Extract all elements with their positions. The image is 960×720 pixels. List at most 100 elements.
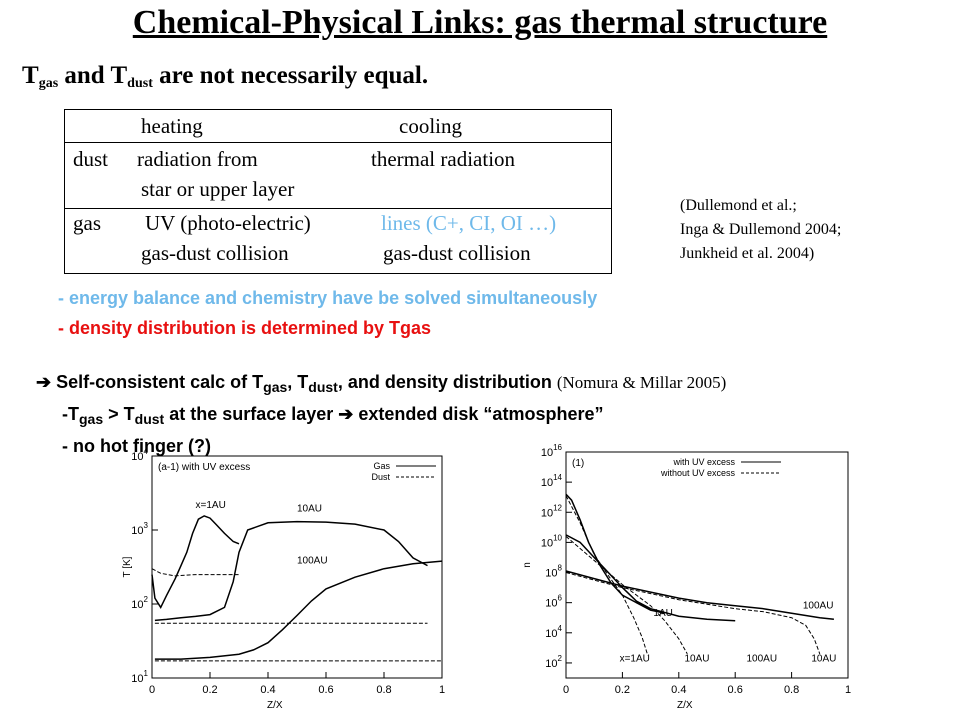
series-line-100au-without [565, 572, 821, 655]
series-line-1au-with [565, 493, 665, 614]
y-tick-label: 103 [131, 521, 148, 537]
y-tick-exponent: 2 [558, 654, 563, 663]
series-line-100au-gas [154, 560, 443, 660]
row-label-gas: gas [73, 211, 101, 235]
y-tick-exponent: 3 [144, 521, 149, 530]
curve-annotation: 100AU [803, 601, 834, 612]
header-cooling: cooling [399, 114, 462, 138]
x-tick-label: 0 [149, 684, 155, 696]
density-chart: 0 0.2 0.4 0.6 0.8 110210410610810101012101410… [522, 443, 851, 711]
dust-cooling: thermal radiation [371, 147, 516, 171]
conclusion-text: , and density distribution [337, 372, 557, 392]
row-label-dust: dust [73, 147, 109, 171]
curve-annotation: 100AU [297, 555, 328, 566]
y-tick-label: 104 [131, 448, 148, 463]
bullet-density: - density distribution is determined by … [58, 318, 432, 338]
x-tick-label: 0.8 [784, 684, 799, 696]
dust-heating-1: radiation from [137, 147, 258, 171]
subtitle-mid: and T [58, 62, 128, 89]
y-tick-label: 1014 [541, 473, 563, 489]
curve-annotation: 10AU [684, 653, 709, 664]
reference-line: Junkheid et al. 2004) [680, 245, 815, 262]
x-tick-label: 0.4 [260, 684, 275, 696]
y-tick-exponent: 12 [553, 503, 562, 512]
y-tick-label: 108 [545, 564, 562, 580]
y-axis-label: T [K] [122, 556, 133, 577]
x-tick-label: 1 [845, 684, 851, 696]
x-tick-label: 0.4 [671, 684, 686, 696]
series-line-100au-with [565, 570, 834, 620]
x-tick-label: 0.2 [202, 684, 217, 696]
y-tick-label: 102 [545, 654, 562, 670]
gas-heating-2: gas-dust collision [141, 241, 289, 265]
y-tick-label: 104 [545, 624, 562, 640]
sub-dust: dust [134, 411, 165, 427]
y-tick-exponent: 16 [553, 443, 562, 452]
legend-label: Dust [371, 472, 390, 482]
arrow-right-icon: ➔ [338, 404, 354, 424]
x-tick-label: 1 [439, 684, 445, 696]
series-line-x1au-gas [151, 515, 240, 609]
arrow-right-icon: ➔ [36, 372, 52, 392]
conclusion-text: , T [287, 372, 309, 392]
y-axis-label: n [522, 562, 533, 568]
header-heating: heating [141, 114, 203, 138]
heating-cooling-table: heating cooling dust radiation from star… [64, 109, 612, 274]
y-tick-label: 106 [545, 594, 562, 610]
subtitle-t1: T [22, 62, 39, 89]
y-tick-exponent: 2 [144, 595, 149, 604]
conclusion-text: extended disk “atmosphere” [353, 404, 604, 424]
conclusion-text: -T [62, 404, 79, 424]
conclusion-line-2: -Tgas > Tdust at the surface layer ➔ ext… [62, 404, 603, 427]
curve-annotation: x=1AU [196, 500, 226, 511]
sub-gas: gas [263, 379, 288, 395]
series-line-10au-gas [154, 520, 428, 622]
x-axis-label: Z/X [677, 700, 693, 711]
curve-annotation: 10AU [811, 653, 836, 664]
slide-title: Chemical-Physical Links: gas thermal str… [132, 4, 828, 41]
dust-heating-2: star or upper layer [141, 177, 295, 201]
x-axis-label: Z/X [267, 700, 283, 711]
y-tick-label: 1016 [541, 443, 563, 459]
series-line-x1au-dust [151, 568, 239, 577]
curve-annotation: 10AU [297, 504, 322, 515]
series-line-10au-with [565, 534, 736, 622]
plot-frame [151, 455, 443, 679]
table-divider [65, 208, 611, 209]
citation: (Nomura & Millar 2005) [556, 373, 727, 392]
subtitle-sub-dust: dust [127, 76, 153, 91]
subtitle: Tgas and Tdust are not necessarily equal… [22, 62, 428, 92]
gas-heating-1: UV (photo-electric) [145, 211, 311, 235]
y-tick-exponent: 14 [553, 473, 562, 482]
conclusion-line-1: ➔ Self-consistent calc of Tgas, Tdust, a… [36, 372, 726, 395]
sub-dust: dust [308, 379, 338, 395]
y-tick-exponent: 10 [553, 533, 562, 542]
plot-frame [565, 451, 849, 679]
y-tick-exponent: 1 [144, 669, 149, 678]
table-divider [65, 142, 611, 143]
x-tick-label: 0.8 [376, 684, 391, 696]
bullet-energy-balance: - energy balance and chemistry have be s… [58, 288, 598, 308]
subtitle-end: are not necessarily equal. [152, 62, 429, 89]
y-tick-exponent: 8 [558, 564, 563, 573]
reference-line: Inga & Dullemond 2004; [680, 221, 842, 238]
subtitle-sub-gas: gas [38, 76, 59, 91]
panel-label: (1) [572, 458, 584, 469]
conclusion-text: > T [103, 404, 135, 424]
conclusion-text: at the surface layer [164, 404, 339, 424]
reference-line: (Dullemond et al.; [680, 197, 797, 214]
gas-cooling-2: gas-dust collision [383, 241, 531, 265]
sub-gas: gas [79, 411, 104, 427]
curve-annotation: 100AU [746, 653, 777, 664]
curve-annotation: x=1AU [620, 653, 650, 664]
series-line-10au-without [565, 536, 688, 655]
legend-label: Gas [373, 461, 390, 471]
x-tick-label: 0.2 [615, 684, 630, 696]
y-tick-exponent: 4 [144, 448, 149, 456]
panel-label: (a-1) with UV excess [158, 462, 250, 473]
x-tick-label: 0.6 [728, 684, 743, 696]
legend-label: without UV excess [660, 468, 736, 478]
y-tick-label: 1010 [541, 533, 563, 549]
legend-label: with UV excess [672, 457, 735, 467]
